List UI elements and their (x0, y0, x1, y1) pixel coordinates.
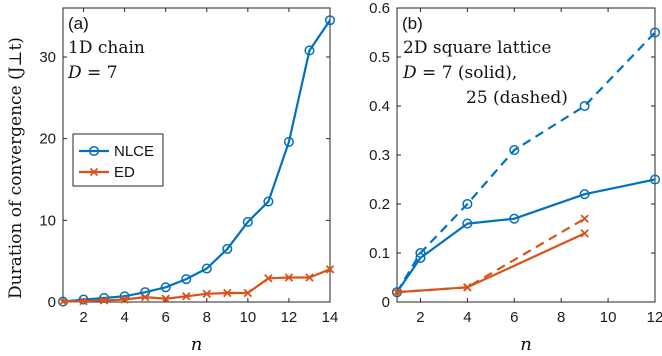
data-point-x (99, 296, 109, 305)
data-point-circle (78, 294, 89, 305)
x-tick-label: 6 (162, 309, 170, 326)
data-point-circle (462, 198, 473, 210)
data-point-x (223, 288, 232, 298)
data-point-x (202, 289, 212, 299)
data-point-circle (304, 45, 315, 56)
series-line-b-3 (396, 217, 586, 294)
x-tick-label: 2 (416, 309, 424, 326)
y-tick-label: 0.5 (369, 49, 390, 66)
legend-box (72, 133, 164, 187)
legend-entry-ed: ED (114, 164, 135, 181)
x-tick-label: 8 (557, 309, 565, 326)
data-point-circle (263, 196, 274, 207)
x-tick-label: 14 (322, 309, 339, 326)
data-point-circle (283, 136, 294, 147)
y-tick-label: 0.4 (369, 98, 390, 115)
data-point-circle (509, 145, 520, 156)
y-tick-label: 0.3 (369, 147, 390, 164)
y-tick-label: 0 (48, 294, 56, 311)
data-point-circle (99, 292, 110, 303)
panel-b: 2 4 6 8 10 12 0 0.1 0.2 0.3 0.4 0.5 0.6 n (b) 2D square… (369, 0, 662, 355)
x-tick-label: 12 (281, 309, 298, 326)
data-point-circle (324, 15, 336, 26)
y-axis-label: Duration of convergence (J⊥t) (6, 37, 26, 299)
legend-marker-circle (88, 145, 100, 157)
x-tick-label: 12 (647, 309, 662, 326)
annotation-1d-chain: 1D chain (68, 38, 145, 58)
legend: NLCE ED (72, 133, 164, 187)
annotation-d-value: D = 7 (67, 63, 118, 83)
data-point-x (181, 292, 191, 301)
series-line-b-0 (396, 178, 656, 293)
panel-label-a: (a) (68, 14, 89, 33)
annotation-2d-lattice: 2D square lattice (403, 38, 551, 58)
legend-entry-nlce: NLCE (114, 143, 154, 160)
data-point-circle (415, 247, 426, 259)
x-tick-label: 4 (463, 309, 471, 326)
x-tick-label: 10 (600, 309, 617, 326)
series-line-b-1 (396, 31, 656, 293)
data-point-x (243, 288, 253, 298)
y-tick-label: 0.2 (369, 196, 390, 213)
x-tick-label: 2 (79, 309, 87, 326)
data-point-x (325, 265, 335, 274)
data-point-x (120, 295, 129, 304)
data-point-x (58, 297, 68, 306)
data-point-x (580, 214, 589, 223)
x-tick-label: 4 (120, 309, 128, 326)
data-point-x (305, 273, 314, 282)
series-line-b-2 (396, 232, 586, 294)
data-point-circle (201, 263, 212, 274)
data-point-x (161, 294, 170, 303)
x-tick-label: 6 (510, 309, 518, 326)
data-point-circle (649, 174, 661, 185)
legend-marker-x (89, 167, 99, 177)
panel-a: 2 4 6 8 10 12 14 0 10 20 30 n (a) 1D chain D = 7 NLCE ED (39, 7, 339, 355)
panel-label-b: (b) (402, 14, 423, 33)
y-tick-label: 0.1 (369, 245, 390, 262)
data-point-circle (579, 189, 590, 200)
data-point-x (264, 274, 273, 283)
y-tick-label: 20 (39, 131, 56, 148)
x-tick-label: 8 (203, 309, 211, 326)
data-point-circle (242, 216, 253, 228)
annotation-d-dashed: 25 (dashed) (466, 88, 568, 108)
x-tick-label: 10 (240, 309, 257, 326)
data-point-x (284, 273, 294, 282)
data-point-circle (579, 100, 590, 112)
data-point-x (140, 292, 150, 302)
plot-frame-a (62, 7, 331, 303)
data-point-circle (181, 274, 192, 285)
data-point-circle (222, 243, 233, 254)
x-axis-label-b: n (520, 334, 532, 355)
y-tick-label: 10 (39, 212, 56, 229)
x-axis-label-a: n (191, 334, 203, 355)
data-point-x (463, 283, 472, 292)
y-tick-label: 0 (382, 294, 390, 311)
data-point-circle (160, 282, 171, 293)
data-point-circle (462, 218, 473, 229)
data-point-x (392, 287, 402, 297)
y-tick-label: 0.6 (369, 0, 390, 17)
data-point-circle (509, 213, 520, 224)
y-tick-label: 30 (39, 49, 56, 66)
data-point-x (580, 229, 589, 238)
annotation-d-solid: D = 7 (solid), (402, 63, 517, 83)
data-point-x (79, 296, 88, 306)
data-point-circle (649, 27, 661, 38)
series-line-a-1 (62, 268, 331, 303)
